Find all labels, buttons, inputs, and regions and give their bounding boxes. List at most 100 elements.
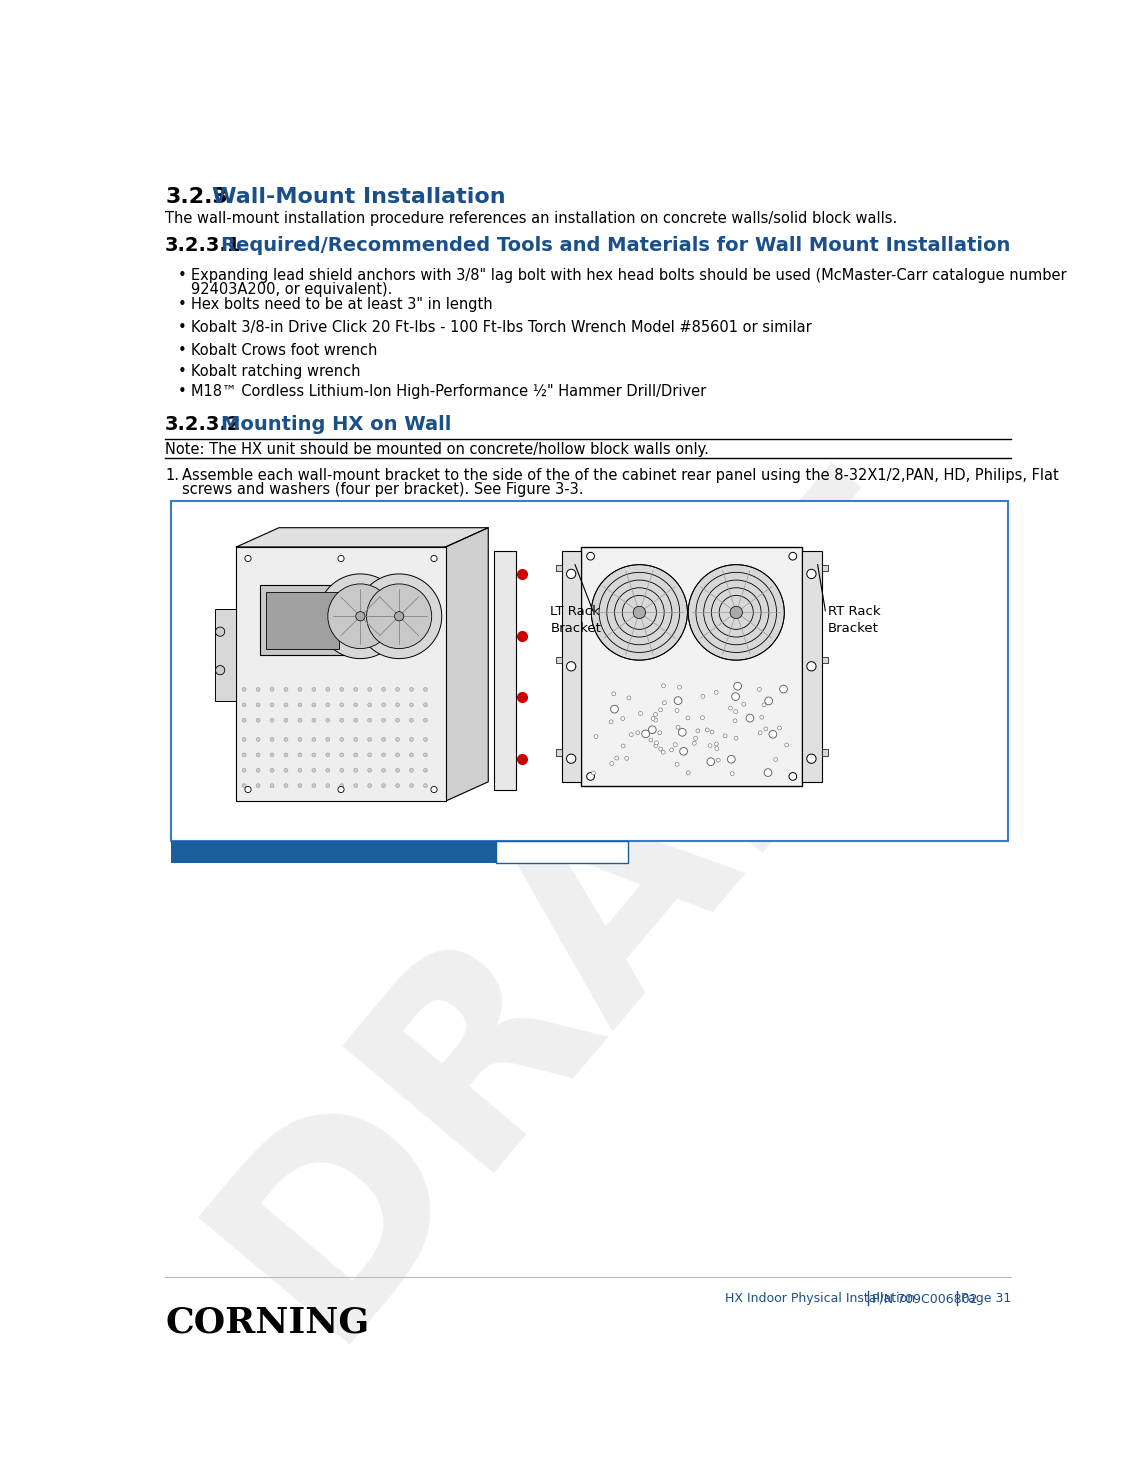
Circle shape <box>270 704 274 706</box>
Circle shape <box>245 556 251 562</box>
Circle shape <box>696 729 700 733</box>
Circle shape <box>242 738 247 742</box>
Circle shape <box>409 687 413 692</box>
Circle shape <box>312 687 315 692</box>
Circle shape <box>764 769 772 776</box>
Circle shape <box>382 769 385 772</box>
Circle shape <box>708 743 712 748</box>
Circle shape <box>778 726 781 730</box>
Circle shape <box>242 704 247 706</box>
Circle shape <box>356 612 365 621</box>
Circle shape <box>806 662 816 671</box>
Circle shape <box>676 726 680 729</box>
Circle shape <box>774 758 778 761</box>
Circle shape <box>242 752 247 757</box>
Circle shape <box>705 729 709 732</box>
Circle shape <box>757 687 762 692</box>
Circle shape <box>648 726 656 733</box>
Circle shape <box>409 704 413 706</box>
Circle shape <box>409 783 413 788</box>
Text: Hex bolts need to be at least 3" in length: Hex bolts need to be at least 3" in leng… <box>192 297 493 312</box>
Circle shape <box>633 606 646 619</box>
Bar <box>171 501 1007 841</box>
Circle shape <box>368 769 372 772</box>
Bar <box>555 749 562 755</box>
Text: 92403A200, or equivalent).: 92403A200, or equivalent). <box>192 282 392 297</box>
Circle shape <box>627 696 631 701</box>
Text: Kobalt Crows foot wrench: Kobalt Crows foot wrench <box>192 343 377 358</box>
Circle shape <box>326 704 330 706</box>
Circle shape <box>368 704 372 706</box>
Circle shape <box>642 730 649 738</box>
Circle shape <box>789 773 797 780</box>
Text: Note: The HX unit should be mounted on concrete/hollow block walls only.: Note: The HX unit should be mounted on c… <box>165 442 709 457</box>
Circle shape <box>592 772 595 774</box>
Circle shape <box>256 687 260 692</box>
Circle shape <box>270 718 274 723</box>
Bar <box>236 547 446 801</box>
Circle shape <box>567 569 576 578</box>
Circle shape <box>284 783 288 788</box>
Circle shape <box>312 752 315 757</box>
Bar <box>562 551 582 782</box>
Circle shape <box>357 573 442 659</box>
Circle shape <box>715 690 718 695</box>
Circle shape <box>567 662 576 671</box>
Circle shape <box>326 769 330 772</box>
Circle shape <box>326 752 330 757</box>
Circle shape <box>298 769 302 772</box>
Circle shape <box>693 742 696 745</box>
Circle shape <box>727 755 735 763</box>
Circle shape <box>423 783 428 788</box>
Circle shape <box>353 752 358 757</box>
Circle shape <box>765 698 773 705</box>
Text: 3.2.3.1: 3.2.3.1 <box>165 236 242 254</box>
Circle shape <box>326 783 330 788</box>
Circle shape <box>382 704 385 706</box>
Text: •: • <box>178 384 186 399</box>
Circle shape <box>284 718 288 723</box>
Circle shape <box>298 752 302 757</box>
Circle shape <box>680 748 687 755</box>
Circle shape <box>284 704 288 706</box>
Circle shape <box>382 687 385 692</box>
Circle shape <box>409 738 413 742</box>
Circle shape <box>368 783 372 788</box>
Circle shape <box>658 730 662 735</box>
Circle shape <box>731 772 734 776</box>
Circle shape <box>676 763 679 766</box>
Circle shape <box>694 736 697 740</box>
Circle shape <box>340 687 344 692</box>
Circle shape <box>368 687 372 692</box>
Circle shape <box>368 752 372 757</box>
Circle shape <box>630 733 633 736</box>
Text: CORNING: CORNING <box>165 1305 369 1339</box>
Circle shape <box>242 783 247 788</box>
Circle shape <box>746 714 754 721</box>
Circle shape <box>654 712 657 717</box>
Circle shape <box>396 752 399 757</box>
Circle shape <box>353 738 358 742</box>
Circle shape <box>382 783 385 788</box>
Circle shape <box>312 718 315 723</box>
Circle shape <box>658 708 663 712</box>
Circle shape <box>242 718 247 723</box>
Circle shape <box>729 606 742 619</box>
Circle shape <box>734 709 738 714</box>
Circle shape <box>353 704 358 706</box>
Circle shape <box>409 718 413 723</box>
Circle shape <box>615 757 618 760</box>
Text: 3.2.3: 3.2.3 <box>165 186 228 207</box>
Circle shape <box>758 732 762 735</box>
Circle shape <box>678 729 686 736</box>
Circle shape <box>423 718 428 723</box>
Text: HX Indoor Physical Installation: HX Indoor Physical Installation <box>725 1292 915 1305</box>
Circle shape <box>256 704 260 706</box>
Circle shape <box>734 683 741 690</box>
Circle shape <box>610 705 618 712</box>
Circle shape <box>298 718 302 723</box>
Circle shape <box>338 556 344 562</box>
Circle shape <box>382 752 385 757</box>
Circle shape <box>732 693 740 701</box>
Circle shape <box>367 584 431 649</box>
